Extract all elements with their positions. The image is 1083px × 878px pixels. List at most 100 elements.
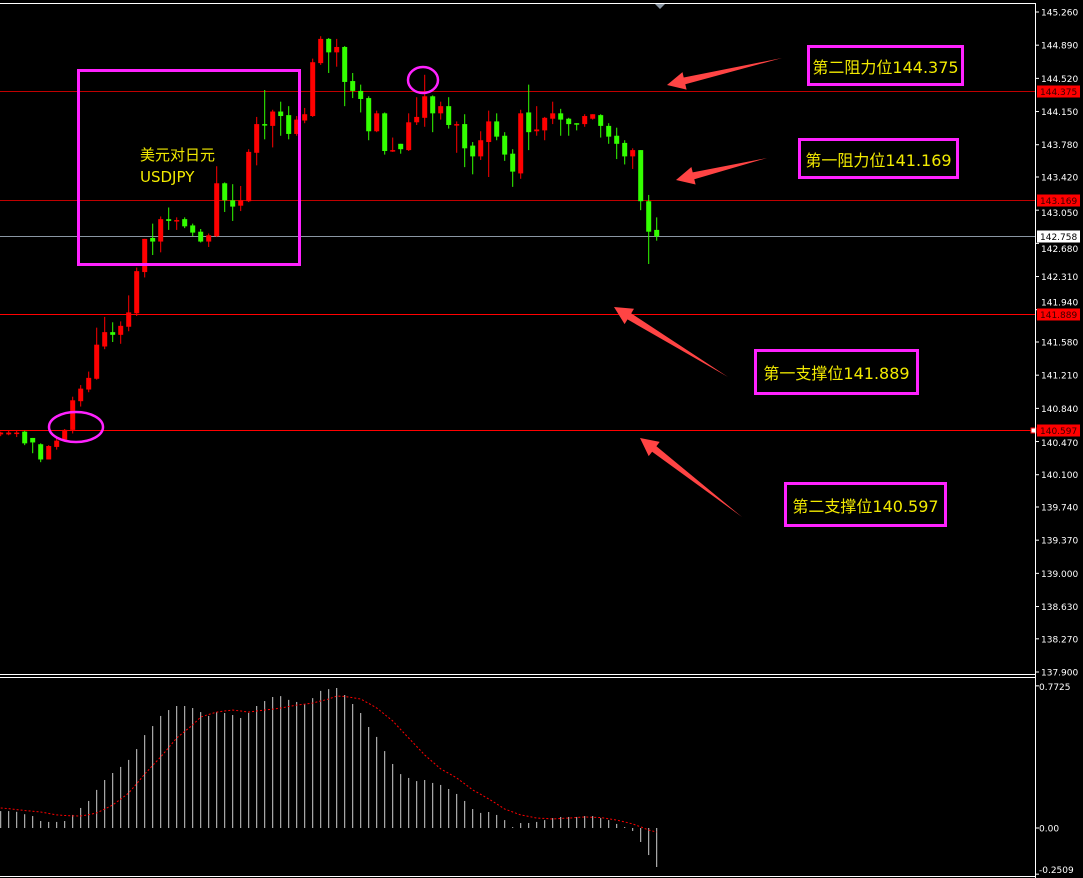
candle-body [622,142,628,157]
y-tick-label: 143.420 [1041,174,1078,184]
candle [22,430,28,446]
candle [190,223,196,237]
candle [430,95,436,133]
candle [446,97,452,129]
candle-body [358,90,364,99]
candle [158,216,164,253]
breakout-circle [47,410,105,444]
candle [6,430,12,436]
candle-body [254,124,260,153]
candle-body [630,150,636,157]
candle [390,137,396,152]
candle-body [38,444,44,460]
y-tick-label: 138.630 [1041,603,1078,613]
candle-body [14,432,20,435]
level-tag-140.597 [1037,424,1080,437]
candle [326,38,332,73]
macd-axis: 0.7725 0.00 -0.2509 [1035,683,1074,876]
candle [646,194,652,264]
candle-body [126,312,132,327]
y-tick-label: 141.210 [1041,372,1078,382]
resistance-1-label: 第一阻力位141.169 [798,138,959,179]
candle [622,140,628,165]
candle [630,148,636,169]
candle [638,150,644,211]
candle-body [638,150,644,202]
candle [494,113,500,141]
candle-body [22,431,28,444]
symbol-code: USDJPY [140,168,195,186]
candle [166,207,172,230]
candle-body [606,125,612,137]
candle-body [110,332,116,335]
candle [134,267,140,316]
candle [438,101,444,120]
candle [126,295,132,332]
candle-body [454,124,460,126]
arrow-icon [640,438,742,517]
y-tick-label: 145.260 [1041,9,1078,19]
y-tick-label: 144.150 [1041,108,1078,118]
chart-shift-marker-icon[interactable] [655,4,665,9]
candle-body [118,325,124,335]
candle [510,149,516,187]
candle-body [614,135,620,144]
candle-body [518,113,524,174]
level-tag-label: 140.597 [1040,427,1077,437]
candle [614,127,620,160]
candle [486,110,492,177]
candle-body [278,111,284,117]
candle [222,182,228,212]
candle-body [78,388,84,402]
candle [350,72,356,99]
candle-body [542,117,548,131]
y-tick-label: 142.680 [1041,245,1078,255]
candle-body [230,200,236,207]
level-tag-142.758 [1037,230,1080,243]
candle-body [374,113,380,132]
candle [566,117,572,136]
candle-body [166,219,172,221]
candle [358,84,364,113]
candle-body [286,115,292,134]
candle-body [446,106,452,125]
candle [214,166,220,238]
high-circle [406,65,440,95]
level-tag-label: 143.169 [1040,197,1077,207]
candle [550,101,556,125]
candle [502,132,508,161]
candle-body [30,437,36,443]
candle [78,385,84,407]
candle-body [318,38,324,64]
arrow-icon [667,58,782,90]
candle-body [654,229,660,237]
candle-body [510,153,516,172]
candle-body [182,219,188,227]
candle [334,38,340,67]
y-tick-label: 138.270 [1041,635,1078,645]
candle-body [422,96,428,118]
candle [518,109,524,179]
candle [342,46,348,107]
candle-body [6,432,12,435]
candle [654,217,660,241]
candle-body [222,183,228,201]
candle [102,316,108,350]
candle [206,233,212,247]
macd-tick-label: 0.00 [1039,825,1059,835]
candle-body [598,115,604,126]
candle-body [462,124,468,149]
candle-body [270,111,276,126]
candle-body [310,62,316,117]
level-tag-144.375 [1037,85,1080,98]
candlesticks [0,36,660,463]
candle [590,114,596,120]
candle [54,437,60,450]
candle [534,106,540,136]
highlight-box [77,69,301,266]
candle-body [174,220,180,222]
y-tick-label: 143.050 [1041,209,1078,219]
candle-body [494,121,500,137]
candle-body [214,183,220,237]
